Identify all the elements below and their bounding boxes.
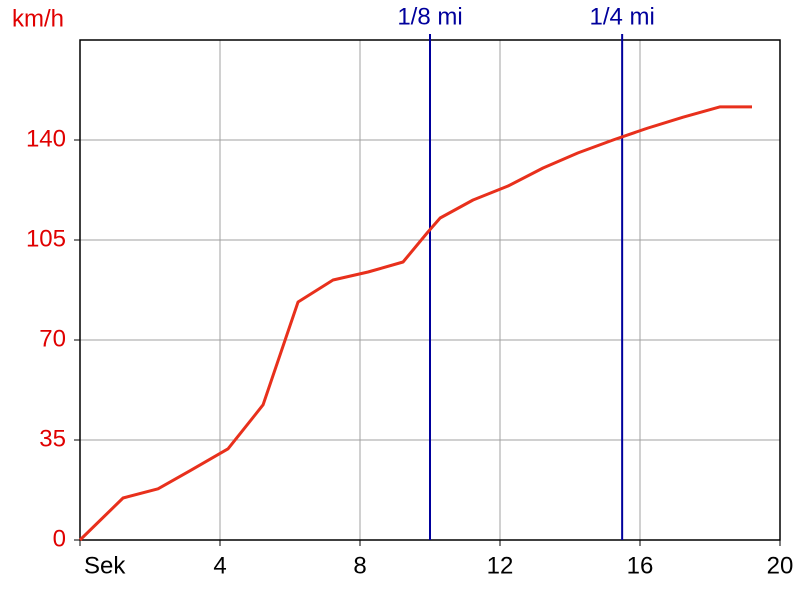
y-tick-label: 0 (53, 525, 66, 552)
y-tick-label: 35 (39, 425, 66, 452)
distance-marker-label: 1/4 mi (589, 3, 654, 30)
x-tick-label: 8 (353, 552, 366, 579)
y-axis-label: km/h (12, 5, 64, 32)
x-tick-label: 4 (213, 552, 226, 579)
x-tick-label: 16 (627, 552, 654, 579)
distance-marker-label: 1/8 mi (397, 3, 462, 30)
y-tick-label: 105 (26, 225, 66, 252)
y-tick-label: 140 (26, 125, 66, 152)
speed-line (78, 105, 752, 542)
x-tick-label: Sek (84, 552, 126, 579)
x-tick-label: 20 (767, 552, 794, 579)
x-tick-label: 12 (487, 552, 514, 579)
y-tick-label: 70 (39, 325, 66, 352)
